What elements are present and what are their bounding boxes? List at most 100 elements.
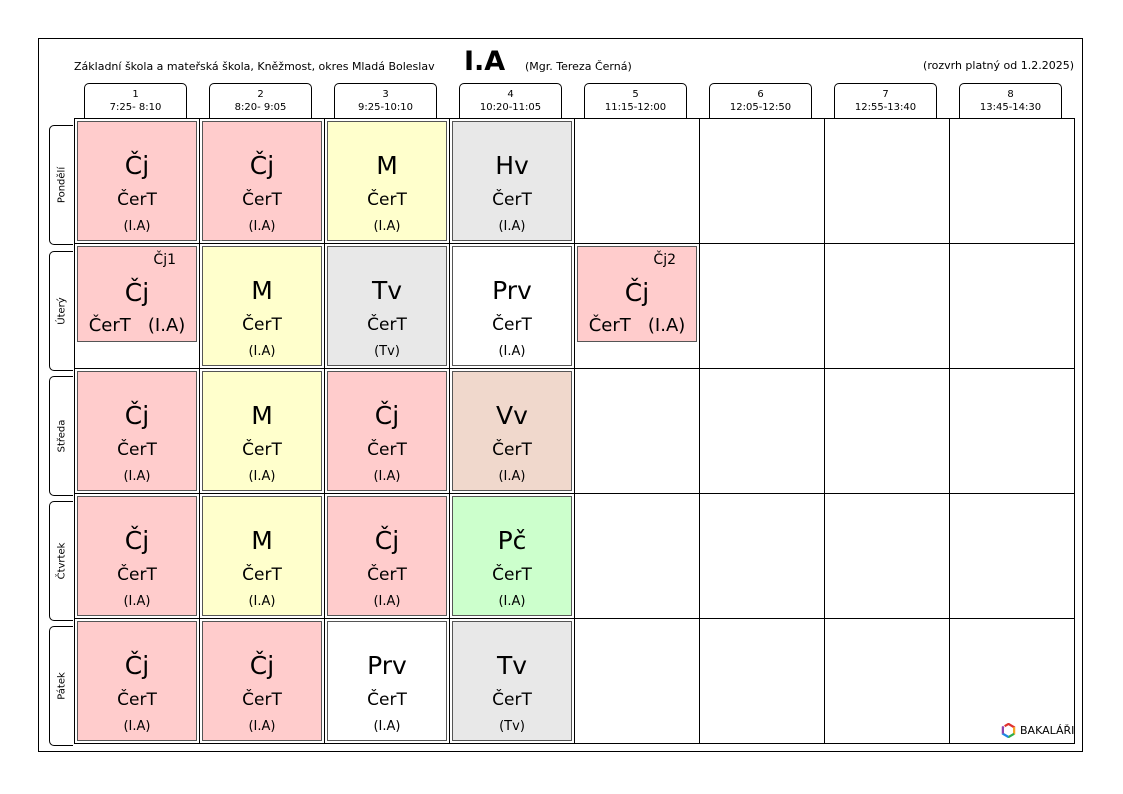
lesson-mon-1[interactable]: Čj ČerT (I.A)	[77, 121, 197, 241]
lesson-thu-1[interactable]: Čj ČerT (I.A)	[77, 496, 197, 616]
grid-cell	[575, 119, 700, 244]
grid-cell	[325, 619, 450, 743]
period-header-8: 8 13:45-14:30	[959, 83, 1062, 119]
lesson-teacher: ČerT	[492, 690, 532, 710]
lesson-tue-5[interactable]: Čj2 Čj ČerT (I.A)	[577, 246, 697, 342]
lesson-tue-3[interactable]: Tv ČerT (Tv)	[327, 246, 447, 366]
grid-cell	[450, 369, 575, 494]
lesson-room: (I.A)	[123, 594, 151, 609]
lesson-teacher: ČerT	[242, 315, 282, 335]
grid-cell	[75, 369, 200, 494]
lesson-subject: M	[251, 526, 273, 555]
grid-cell	[700, 619, 825, 743]
grid-cell	[200, 244, 325, 369]
lesson-fri-4[interactable]: Tv ČerT (Tv)	[452, 621, 572, 741]
lesson-wed-2[interactable]: M ČerT (I.A)	[202, 371, 322, 491]
period-header-5: 5 11:15-12:00	[584, 83, 687, 119]
lesson-teacher: ČerT	[492, 190, 532, 210]
lesson-tue-2[interactable]: M ČerT (I.A)	[202, 246, 322, 366]
lesson-room: (I.A)	[373, 469, 401, 484]
lesson-group: Čj2	[653, 252, 676, 268]
lesson-room: (I.A)	[498, 594, 526, 609]
grid-cell	[950, 369, 1074, 494]
day-label-wednesday: Středa	[49, 376, 73, 496]
period-header-1: 1 7:25- 8:10	[84, 83, 187, 119]
lesson-teacher: ČerT	[367, 440, 407, 460]
lesson-subject: Prv	[367, 651, 407, 680]
lesson-teacher: ČerT	[492, 315, 532, 335]
grid-cell	[325, 244, 450, 369]
class-teacher: (Mgr. Tereza Černá)	[525, 60, 632, 73]
bakalari-logo-text: BAKALÁŘI	[1020, 724, 1075, 737]
lesson-teacher: ČerT	[242, 190, 282, 210]
lesson-teacher: ČerT	[492, 565, 532, 585]
grid-cell	[825, 244, 950, 369]
lesson-mon-3[interactable]: M ČerT (I.A)	[327, 121, 447, 241]
lesson-teacher: ČerT	[117, 190, 157, 210]
lesson-fri-1[interactable]: Čj ČerT (I.A)	[77, 621, 197, 741]
lesson-subject: Čj	[374, 401, 400, 430]
validity-note: (rozvrh platný od 1.2.2025)	[923, 59, 1074, 72]
grid-cell	[825, 494, 950, 619]
grid-cell	[200, 119, 325, 244]
lesson-teacher: ČerT	[492, 440, 532, 460]
timetable-grid	[74, 118, 1075, 744]
grid-cell	[450, 619, 575, 743]
lesson-thu-3[interactable]: Čj ČerT (I.A)	[327, 496, 447, 616]
lesson-room: (I.A)	[123, 719, 151, 734]
lesson-room: (I.A)	[248, 469, 276, 484]
lesson-mon-2[interactable]: Čj ČerT (I.A)	[202, 121, 322, 241]
grid-cell	[200, 494, 325, 619]
lesson-tue-4[interactable]: Prv ČerT (I.A)	[452, 246, 572, 366]
grid-cell	[575, 369, 700, 494]
lesson-room: (I.A)	[248, 219, 276, 234]
day-label-thursday: Čtvrtek	[49, 501, 73, 621]
lesson-room: (I.A)	[373, 594, 401, 609]
grid-cell	[325, 369, 450, 494]
lesson-subject: Čj	[249, 151, 275, 180]
lesson-wed-4[interactable]: Vv ČerT (I.A)	[452, 371, 572, 491]
grid-cell	[200, 619, 325, 743]
lesson-subject: Prv	[492, 276, 532, 305]
lesson-wed-1[interactable]: Čj ČerT (I.A)	[77, 371, 197, 491]
lesson-teacher: ČerT	[242, 565, 282, 585]
lesson-teacher-room: ČerT (I.A)	[88, 315, 186, 336]
period-header-3: 3 9:25-10:10	[334, 83, 437, 119]
lesson-teacher: ČerT	[242, 440, 282, 460]
lesson-room: (I.A)	[498, 344, 526, 359]
lesson-subject: Čj	[124, 151, 150, 180]
lesson-fri-3[interactable]: Prv ČerT (I.A)	[327, 621, 447, 741]
grid-cell	[700, 369, 825, 494]
lesson-room: (Tv)	[499, 719, 525, 734]
lesson-subject: Tv	[371, 276, 403, 305]
lesson-teacher: ČerT	[367, 565, 407, 585]
lesson-subject: Čj	[624, 278, 650, 307]
lesson-thu-4[interactable]: Pč ČerT (I.A)	[452, 496, 572, 616]
grid-cell	[950, 244, 1074, 369]
lesson-subject: Vv	[496, 401, 528, 430]
lesson-subject: M	[251, 401, 273, 430]
grid-cell	[75, 494, 200, 619]
lesson-thu-2[interactable]: M ČerT (I.A)	[202, 496, 322, 616]
period-header-6: 6 12:05-12:50	[709, 83, 812, 119]
period-header-2: 2 8:20- 9:05	[209, 83, 312, 119]
school-name: Základní škola a mateřská škola, Kněžmos…	[74, 60, 435, 73]
lesson-subject: Čj	[374, 526, 400, 555]
lesson-fri-2[interactable]: Čj ČerT (I.A)	[202, 621, 322, 741]
grid-cell	[575, 244, 700, 369]
day-label-monday: Pondělí	[49, 125, 73, 245]
grid-cell	[75, 119, 200, 244]
period-header-4: 4 10:20-11:05	[459, 83, 562, 119]
lesson-mon-4[interactable]: Hv ČerT (I.A)	[452, 121, 572, 241]
lesson-wed-3[interactable]: Čj ČerT (I.A)	[327, 371, 447, 491]
day-label-friday: Pátek	[49, 626, 73, 746]
lesson-subject: Čj	[124, 278, 150, 307]
grid-cell	[700, 244, 825, 369]
grid-cell	[325, 119, 450, 244]
grid-cell	[700, 494, 825, 619]
lesson-room: (I.A)	[123, 469, 151, 484]
grid-cell	[825, 369, 950, 494]
grid-cell	[950, 119, 1074, 244]
lesson-tue-1[interactable]: Čj1 Čj ČerT (I.A)	[77, 246, 197, 342]
lesson-subject: M	[376, 151, 398, 180]
